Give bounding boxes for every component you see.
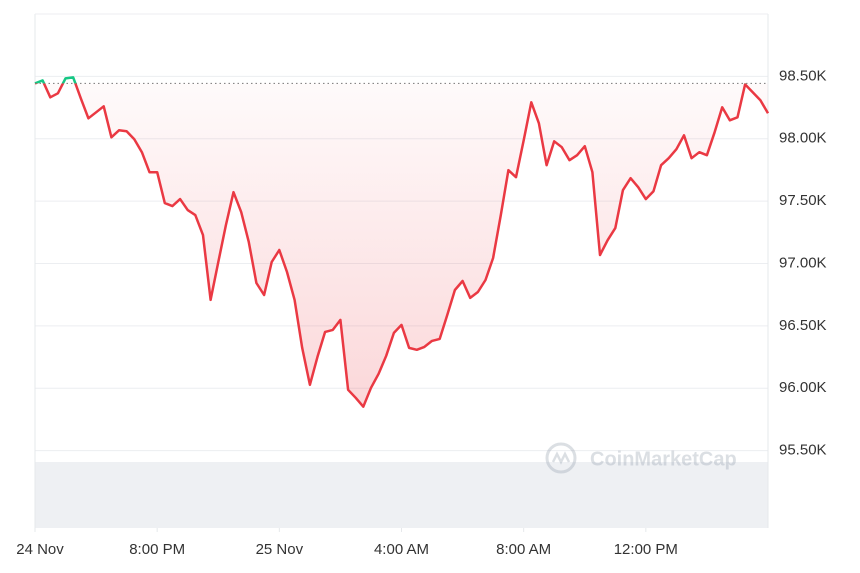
area-fill — [35, 83, 768, 407]
x-tick-label: 24 Nov — [16, 541, 64, 558]
volume-area — [35, 462, 768, 528]
price-line-down — [34, 83, 770, 408]
y-tick-label: 95.50K — [779, 442, 827, 459]
y-tick-label: 98.50K — [779, 67, 827, 84]
watermark-text: CoinMarketCap — [590, 448, 737, 470]
x-tick-label: 25 Nov — [256, 541, 304, 558]
y-tick-label: 97.00K — [779, 254, 827, 271]
watermark: CoinMarketCap — [545, 442, 737, 474]
y-tick-label: 96.50K — [779, 317, 827, 334]
x-tick-label: 12:00 PM — [614, 541, 678, 558]
y-tick-label: 98.00K — [779, 130, 827, 147]
x-tick-label: 8:00 AM — [496, 541, 551, 558]
y-tick-label: 96.00K — [779, 379, 827, 396]
x-tick-label: 8:00 PM — [129, 541, 185, 558]
x-tick-label: 4:00 AM — [374, 541, 429, 558]
y-tick-label: 97.50K — [779, 192, 827, 209]
